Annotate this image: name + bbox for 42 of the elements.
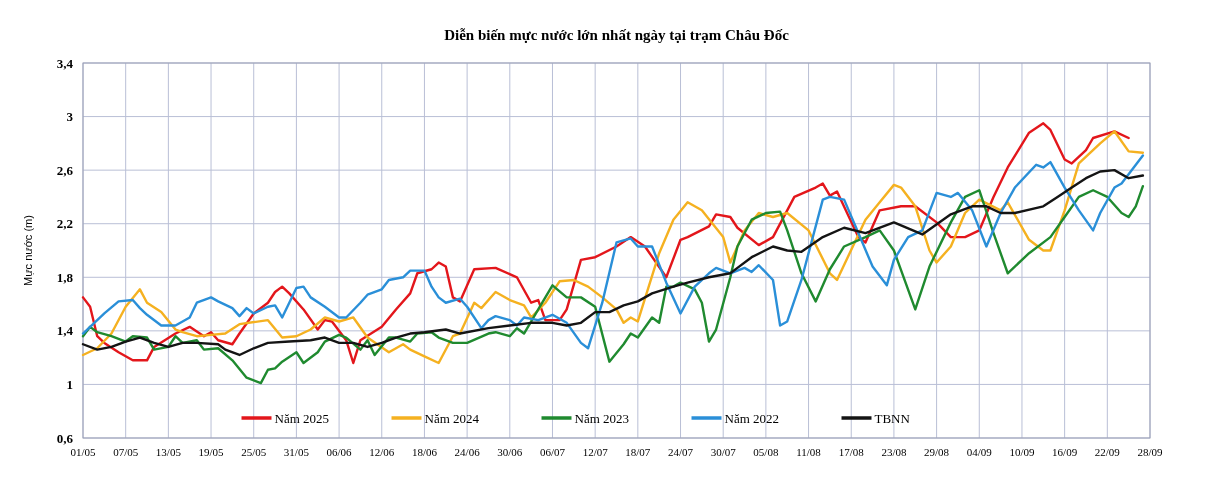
legend-label: Năm 2025 [274,410,330,426]
y-tick-label: 2,6 [56,162,74,178]
y-tick-label: 1,8 [56,269,74,285]
x-tick-label: 12/06 [369,446,395,458]
x-tick-label: 12/07 [582,446,609,458]
y-tick-label: 2,2 [56,216,73,232]
line-series [81,185,1145,385]
x-tick-label: 18/07 [625,446,651,458]
x-tick-label: 30/06 [497,446,523,458]
x-tick-label: 13/05 [155,446,182,458]
x-tick-label: 25/05 [241,446,267,458]
x-tick-label: 05/08 [753,446,779,458]
x-tick-label: 04/09 [966,446,993,458]
x-tick-label: 01/05 [70,446,97,458]
x-tick-label: 31/05 [283,446,310,458]
x-tick-label: 19/05 [198,446,225,458]
y-tick-label: 3 [66,109,74,125]
y-tick-label: 1,4 [56,323,74,339]
x-tick-label: 06/06 [326,446,353,458]
x-tick-label: 24/06 [454,446,481,458]
y-axis-title: Mực nước (m) [22,215,34,286]
x-tick-label: 23/08 [881,446,907,458]
x-tick-label: 17/08 [838,446,865,458]
x-tick-label: 24/07 [667,446,694,458]
y-tick-label: 1 [66,376,73,392]
y-tick-label: 0,6 [56,430,74,446]
legend-label: TBNN [874,410,911,426]
legend-label: Năm 2024 [424,410,480,426]
x-tick-label: 07/05 [113,446,139,458]
legend-label: Năm 2023 [574,410,630,426]
y-tick-label: 3,4 [56,55,74,71]
chart-title: Diễn biến mực nước lớn nhất ngày tại trạm Châu Đốc [444,27,790,43]
x-tick-label: 28/09 [1137,446,1164,458]
x-tick-label: 30/07 [710,446,737,458]
x-tick-label: 18/06 [411,446,438,458]
x-tick-label: 10/09 [1009,446,1035,458]
x-tick-label: 16/09 [1052,446,1078,458]
x-tick-label: 22/09 [1094,446,1121,458]
x-tick-label: 11/08 [796,446,822,458]
x-tick-label: 06/07 [539,446,566,458]
x-tick-label: 29/08 [924,446,950,458]
legend-label: Năm 2022 [724,410,780,426]
